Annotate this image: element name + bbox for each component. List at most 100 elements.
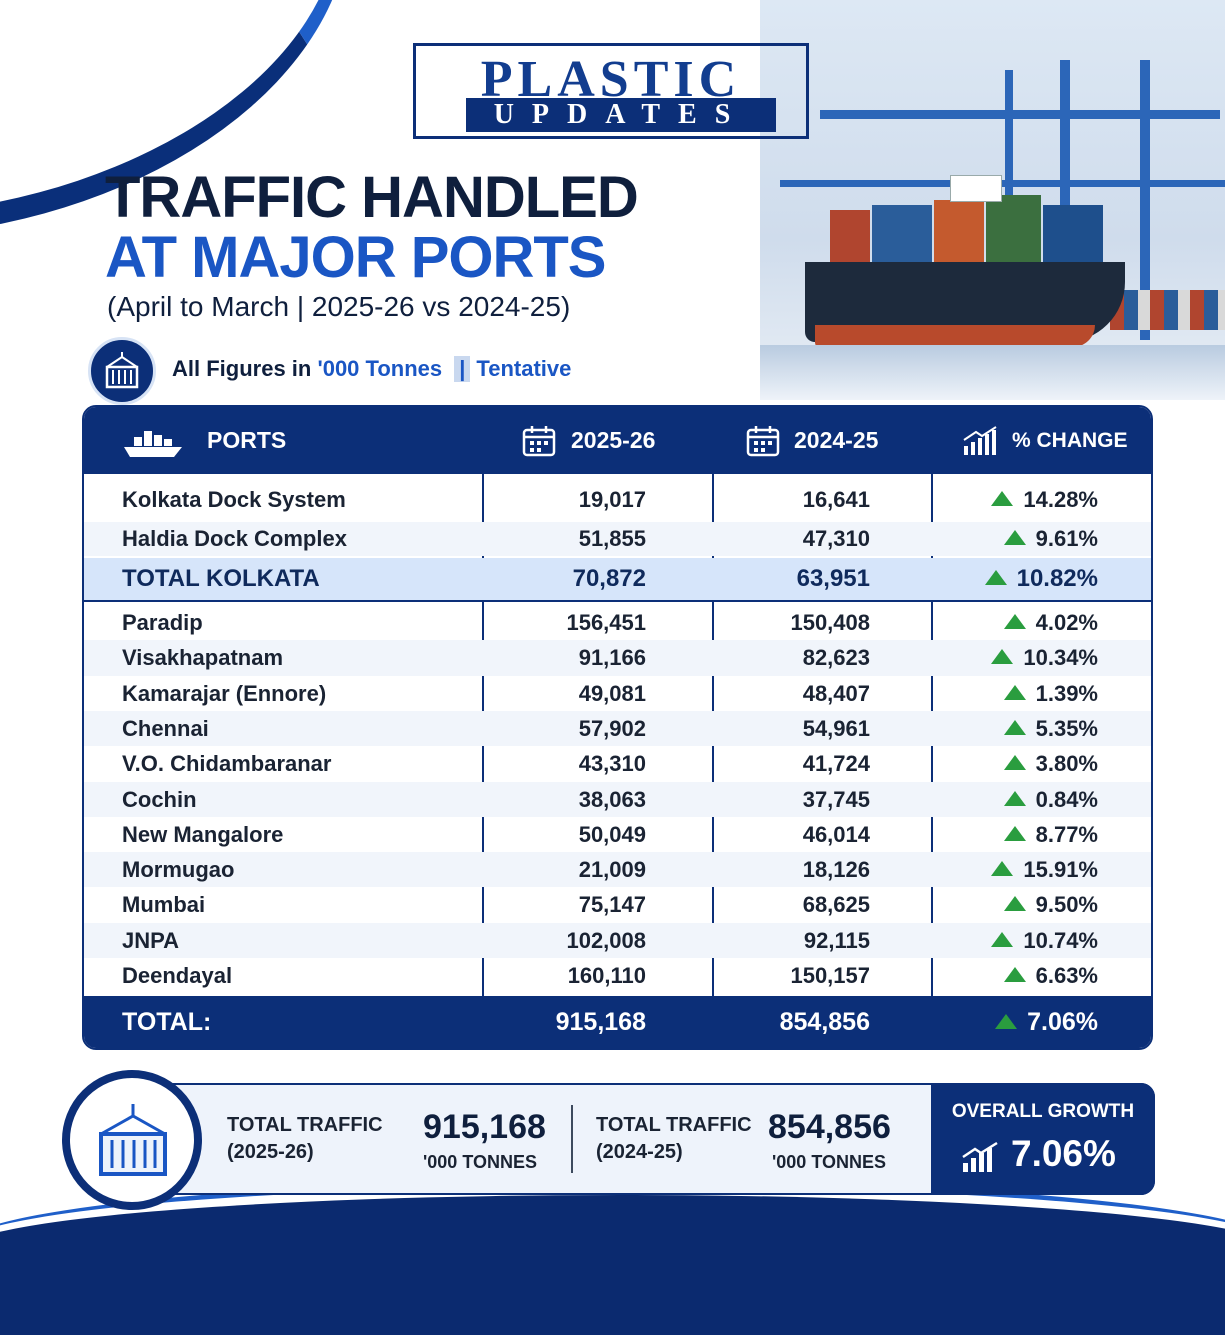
summary-right-label-line2: (2024-25) — [596, 1141, 683, 1163]
percent-change-value: 9.61% — [1035, 526, 1098, 551]
port-name: Deendayal — [122, 963, 233, 988]
ports-traffic-table: PORTS 2025-26 2024-25 % CHANGE — [82, 405, 1153, 1050]
value-2025-26: 49,081 — [578, 680, 646, 706]
up-arrow-icon — [1003, 967, 1026, 982]
value-2025-26: 75,147 — [578, 892, 646, 918]
crane-boom — [820, 110, 1220, 119]
value-2024-25: 150,157 — [790, 963, 870, 988]
table-row: Visakhapatnam 91,166 82,623 10.34% — [84, 640, 1151, 676]
percent-change-value: 10.82% — [1016, 565, 1098, 592]
value-2025-26: 21,009 — [578, 857, 646, 883]
port-name: Mormugao — [122, 857, 235, 883]
port-name: Kamarajar (Ennore) — [122, 680, 327, 706]
value-2025-26: 50,049 — [578, 821, 646, 847]
value-2024-25: 82,623 — [802, 645, 870, 671]
percent-change-value: 3.80% — [1035, 751, 1098, 777]
port-name: Kolkata Dock System — [122, 487, 346, 512]
total-2024-25: 854,856 — [779, 1008, 870, 1036]
group-divider — [84, 600, 1151, 602]
port-name: TOTAL KOLKATA — [122, 565, 320, 592]
table-row: Deendayal 160,110 150,157 6.63% — [84, 958, 1151, 993]
table-row: Kamarajar (Ennore) 49,081 48,407 1.39% — [84, 676, 1151, 711]
figures-note-separator: | — [454, 356, 471, 382]
crane-boom — [780, 180, 1225, 187]
decorative-swoosh-bottom — [0, 1195, 1225, 1335]
container-stack — [1043, 205, 1103, 262]
summary-right-unit: '000 TONNES — [772, 1152, 886, 1172]
value-2024-25: 48,407 — [802, 680, 870, 706]
table-row: Paradip 156,451 150,408 4.02% — [84, 605, 1151, 640]
total-label: TOTAL: — [122, 1008, 212, 1036]
port-name: Paradip — [122, 610, 203, 635]
up-arrow-icon — [1003, 684, 1026, 700]
value-2024-25: 47,310 — [802, 526, 870, 551]
table-row: Haldia Dock Complex 51,855 47,310 9.61% — [84, 522, 1151, 556]
value-2025-26: 57,902 — [578, 715, 646, 741]
up-arrow-icon — [991, 491, 1014, 506]
up-arrow-icon — [991, 649, 1014, 665]
ship-bridge — [950, 175, 1002, 202]
ship-hull-waterline — [815, 325, 1095, 347]
figures-note-unit: '000 Tonnes — [317, 356, 443, 381]
summary-right-label: TOTAL TRAFFIC (2024-25) — [596, 1112, 752, 1166]
table-row: Kolkata Dock System 19,017 16,641 14.28% — [84, 487, 1151, 519]
overall-growth-value: 7.06% — [1011, 1133, 1116, 1174]
value-2024-25: 63,951 — [796, 565, 870, 592]
percent-change-value: 0.84% — [1035, 786, 1098, 812]
value-2024-25: 41,724 — [802, 751, 870, 777]
up-arrow-icon — [1003, 614, 1026, 629]
table-row: Mumbai 75,147 68,625 9.50% — [84, 887, 1151, 922]
column-header-2024-25: 2024-25 — [794, 427, 879, 453]
value-2024-25: 37,745 — [802, 786, 870, 812]
percent-change-value: 4.02% — [1035, 610, 1098, 635]
table-row: New Mangalore 50,049 46,014 8.77% — [84, 817, 1151, 852]
percent-change: 15.91% — [934, 852, 1098, 887]
up-arrow-icon — [1003, 719, 1026, 735]
value-2025-26: 91,166 — [578, 645, 646, 671]
percent-change-value: 14.28% — [1023, 487, 1098, 512]
table-row: JNPA 102,008 92,115 10.74% — [84, 922, 1151, 958]
table-row: V.O. Chidambaranar 43,310 41,724 3.80% — [84, 746, 1151, 781]
value-2025-26: 51,855 — [578, 526, 646, 551]
port-name: New Mangalore — [122, 821, 284, 847]
percent-change: 5.35% — [934, 711, 1098, 746]
port-name: Chennai — [122, 715, 209, 741]
value-2025-26: 19,017 — [578, 487, 646, 512]
figures-note: All Figures in '000 Tonnes | Tentative — [172, 356, 571, 382]
percent-change-value: 5.35% — [1035, 715, 1098, 741]
total-2025-26: 915,168 — [555, 1008, 646, 1036]
figures-note-prefix: All Figures in — [172, 356, 312, 381]
up-arrow-icon — [1003, 896, 1026, 912]
container-stack — [830, 210, 870, 262]
port-name: Haldia Dock Complex — [122, 526, 347, 551]
page-title-line1: TRAFFIC HANDLED — [105, 165, 639, 230]
value-2024-25: 16,641 — [802, 487, 870, 512]
value-2025-26: 160,110 — [567, 963, 646, 988]
summary-right-value: 854,856 — [768, 1108, 891, 1146]
page-title-line2: AT MAJOR PORTS — [105, 225, 606, 290]
overall-growth-label: OVERALL GROWTH — [951, 1101, 1135, 1122]
ship-icon — [124, 431, 182, 457]
percent-change-value: 10.34% — [1023, 645, 1098, 671]
table-row: Chennai 57,902 54,961 5.35% — [84, 710, 1151, 747]
percent-change: 10.74% — [934, 923, 1098, 958]
table-footer-total: TOTAL: 915,168 854,856 7.06% — [84, 996, 1151, 1048]
percent-change: 9.50% — [934, 887, 1098, 922]
port-name: Visakhapatnam — [122, 645, 284, 671]
value-2024-25: 150,408 — [790, 610, 870, 635]
summary-left-unit: '000 TONNES — [423, 1152, 537, 1172]
percent-change: 14.28% — [934, 487, 1098, 513]
total-row: TOTAL: 915,168 854,856 7.06% — [84, 996, 1151, 1048]
summary-right-label-line1: TOTAL TRAFFIC — [596, 1114, 752, 1136]
percent-change: 4.02% — [934, 605, 1098, 640]
port-name: JNPA — [122, 927, 180, 953]
table-header: PORTS 2025-26 2024-25 % CHANGE — [84, 407, 1151, 474]
percent-change-value: 10.74% — [1023, 927, 1098, 953]
value-2024-25: 68,625 — [802, 892, 870, 918]
summary-badge — [62, 1070, 202, 1210]
crane-pillar — [1060, 60, 1070, 340]
water — [760, 345, 1225, 400]
percent-change: 1.39% — [934, 676, 1098, 711]
port-name: Cochin — [122, 786, 197, 812]
page-subtitle: (April to March | 2025-26 vs 2024-25) — [107, 291, 571, 322]
